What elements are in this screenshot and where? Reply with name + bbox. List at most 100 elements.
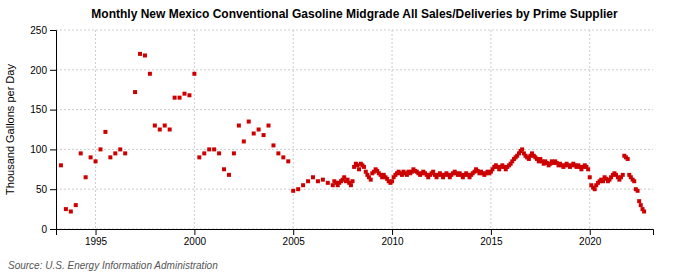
point	[252, 131, 256, 135]
point	[296, 187, 300, 191]
y-axis-title: Thousand Gallons per Day	[4, 64, 16, 195]
point	[222, 167, 226, 171]
point	[84, 175, 88, 179]
point	[79, 151, 83, 155]
point	[369, 178, 373, 182]
point	[362, 165, 366, 169]
point	[158, 128, 162, 132]
point	[281, 155, 285, 159]
point	[351, 179, 355, 183]
tick: 0	[41, 224, 56, 235]
point	[301, 183, 305, 187]
point	[123, 151, 127, 155]
point	[588, 175, 592, 179]
point	[207, 147, 211, 151]
tick: 100	[30, 144, 56, 155]
point	[349, 183, 353, 187]
tick-label: 2000	[184, 236, 207, 247]
grid-line-x	[589, 30, 590, 229]
tick: 2010	[381, 229, 404, 247]
point	[118, 147, 122, 151]
point	[257, 128, 261, 132]
tick-mark	[50, 229, 56, 230]
tick-mark	[392, 229, 393, 235]
point	[306, 179, 310, 183]
tick: 2000	[184, 229, 207, 247]
grid-line-x	[194, 30, 195, 229]
points	[59, 52, 646, 214]
point	[64, 207, 68, 211]
tick: 250	[30, 25, 56, 36]
tick-label: 1995	[85, 236, 108, 247]
point	[59, 163, 63, 167]
chart: 199520002005201020152020050100150200250M…	[0, 0, 675, 275]
point	[626, 157, 630, 161]
point	[639, 203, 643, 207]
x-axis: 199520002005201020152020	[57, 229, 654, 247]
point	[642, 209, 646, 213]
point	[94, 159, 98, 163]
tick-mark	[50, 70, 56, 71]
grid-line-y	[56, 69, 653, 70]
tick-label: 50	[36, 184, 48, 195]
point	[321, 178, 325, 182]
tick-mark	[50, 149, 56, 150]
point	[89, 155, 93, 159]
point	[326, 181, 330, 185]
point	[133, 90, 137, 94]
point	[153, 124, 157, 128]
point	[621, 173, 625, 177]
tick-label: 250	[30, 25, 47, 36]
grid-line-x	[95, 30, 96, 229]
point	[103, 130, 107, 134]
title: Monthly New Mexico Conventional Gasoline…	[91, 7, 618, 21]
tick-label: 150	[30, 104, 47, 115]
tick: 1995	[85, 229, 108, 247]
point	[74, 203, 78, 207]
point	[217, 151, 221, 155]
point	[291, 189, 295, 193]
point	[520, 147, 524, 151]
tick: 150	[30, 104, 56, 115]
point	[636, 189, 640, 193]
plot-area: 199520002005201020152020050100150200250	[30, 25, 653, 247]
point	[108, 155, 112, 159]
y-axis: 050100150200250	[30, 25, 56, 235]
point	[232, 151, 236, 155]
point	[286, 159, 290, 163]
tick-label: 2015	[480, 236, 503, 247]
grid-line-y	[56, 109, 653, 110]
tick-mark	[50, 110, 56, 111]
point	[192, 72, 196, 76]
point	[197, 155, 201, 159]
point	[237, 124, 241, 128]
tick-label: 2010	[381, 236, 404, 247]
point	[178, 96, 182, 100]
point	[586, 167, 590, 171]
grid-line-x	[293, 30, 294, 229]
point	[187, 93, 191, 97]
tick-mark	[96, 229, 97, 235]
point	[168, 128, 172, 132]
point	[202, 151, 206, 155]
point	[632, 179, 636, 183]
tick-mark	[50, 30, 56, 31]
grid-line-x	[392, 30, 393, 229]
point	[271, 143, 275, 147]
tick-mark	[50, 189, 56, 190]
grid-line-y	[56, 189, 653, 190]
tick-label: 0	[41, 224, 47, 235]
tick-mark	[590, 229, 591, 235]
point	[247, 120, 251, 124]
point	[311, 175, 315, 179]
point	[262, 133, 266, 137]
grid-line-y	[56, 149, 653, 150]
tick-label: 2020	[579, 236, 602, 247]
point	[182, 92, 186, 96]
source: Source: U.S. Energy Information Administ…	[8, 260, 218, 271]
tick-mark	[293, 229, 294, 235]
tick: 50	[36, 184, 56, 195]
point	[69, 209, 73, 213]
axis-line	[57, 230, 654, 236]
point	[173, 96, 177, 100]
